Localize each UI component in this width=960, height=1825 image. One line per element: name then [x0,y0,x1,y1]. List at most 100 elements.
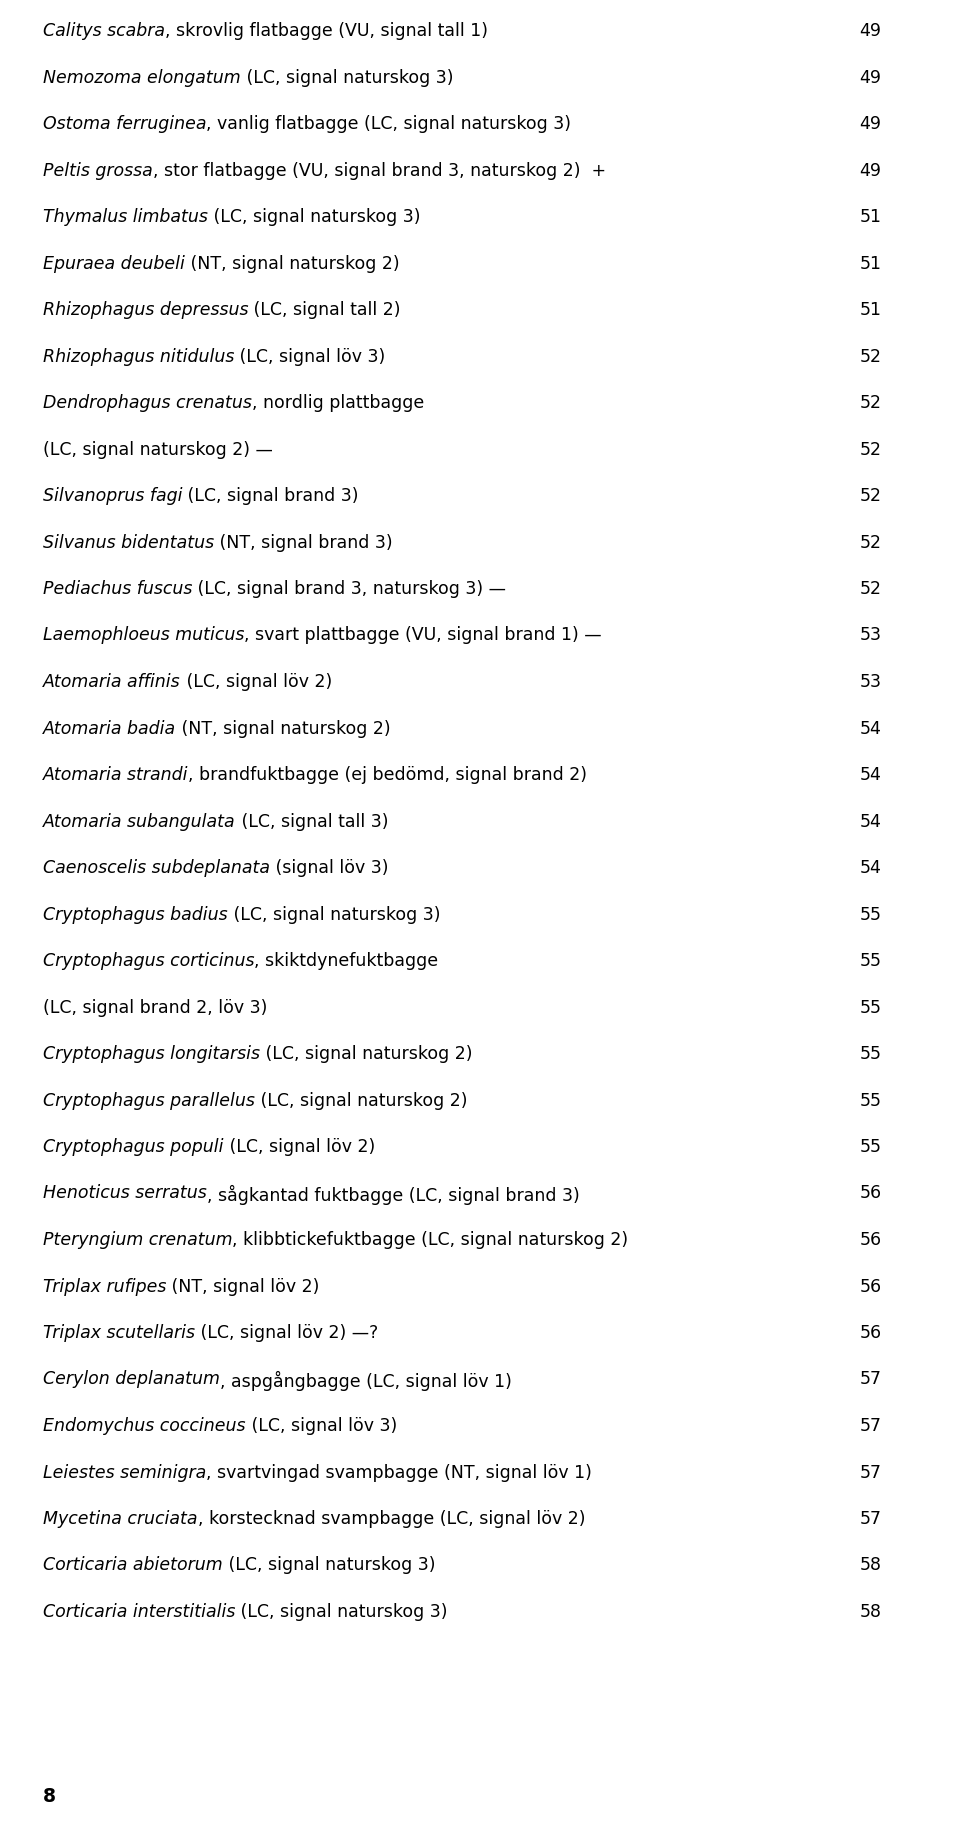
Text: , svart plattbagge (VU, signal brand 1) —: , svart plattbagge (VU, signal brand 1) … [245,626,602,644]
Text: (LC, signal brand 3): (LC, signal brand 3) [182,487,359,506]
Text: , brandfuktbagge (ej bedömd, signal brand 2): , brandfuktbagge (ej bedömd, signal bran… [188,766,588,785]
Text: Cryptophagus populi: Cryptophagus populi [43,1139,224,1155]
Text: Atomaria badia: Atomaria badia [43,719,176,737]
Text: Henoticus serratus: Henoticus serratus [43,1184,206,1203]
Text: 56: 56 [859,1278,881,1296]
Text: Silvanus bidentatus: Silvanus bidentatus [43,533,214,551]
Text: Ostoma ferruginea: Ostoma ferruginea [43,115,206,133]
Text: (LC, signal naturskog 3): (LC, signal naturskog 3) [223,1557,435,1575]
Text: (NT, signal naturskog 2): (NT, signal naturskog 2) [185,254,399,272]
Text: 55: 55 [859,1046,881,1062]
Text: Caenoscelis subdeplanata: Caenoscelis subdeplanata [43,860,270,878]
Text: , klibbtickefuktbagge (LC, signal naturskog 2): , klibbtickefuktbagge (LC, signal naturs… [232,1232,629,1248]
Text: Thymalus limbatus: Thymalus limbatus [43,208,208,226]
Text: 56: 56 [859,1232,881,1248]
Text: 57: 57 [859,1416,881,1434]
Text: 49: 49 [859,161,881,179]
Text: Atomaria affinis: Atomaria affinis [43,673,180,692]
Text: Rhizophagus nitidulus: Rhizophagus nitidulus [43,347,234,365]
Text: , skiktdynefuktbagge: , skiktdynefuktbagge [254,953,439,971]
Text: , svartvingad svampbagge (NT, signal löv 1): , svartvingad svampbagge (NT, signal löv… [206,1464,592,1482]
Text: 57: 57 [859,1509,881,1528]
Text: Leiestes seminigra: Leiestes seminigra [43,1464,206,1482]
Text: 8: 8 [43,1787,56,1807]
Text: , korstecknad svampbagge (LC, signal löv 2): , korstecknad svampbagge (LC, signal löv… [198,1509,585,1528]
Text: (LC, signal löv 2): (LC, signal löv 2) [224,1139,374,1155]
Text: 52: 52 [859,440,881,458]
Text: 55: 55 [859,1091,881,1110]
Text: Peltis grossa: Peltis grossa [43,161,153,179]
Text: 49: 49 [859,115,881,133]
Text: Epuraea deubeli: Epuraea deubeli [43,254,185,272]
Text: (LC, signal löv 3): (LC, signal löv 3) [234,347,386,365]
Text: 58: 58 [859,1557,881,1575]
Text: (LC, signal tall 3): (LC, signal tall 3) [235,812,388,830]
Text: (LC, signal brand 3, naturskog 3) —: (LC, signal brand 3, naturskog 3) — [192,580,506,599]
Text: Cerylon deplanatum: Cerylon deplanatum [43,1371,220,1389]
Text: Triplax scutellaris: Triplax scutellaris [43,1323,195,1341]
Text: , aspgångbagge (LC, signal löv 1): , aspgångbagge (LC, signal löv 1) [220,1371,512,1391]
Text: , nordlig plattbagge: , nordlig plattbagge [252,394,424,412]
Text: Mycetina cruciata: Mycetina cruciata [43,1509,198,1528]
Text: 55: 55 [859,953,881,971]
Text: (LC, signal naturskog 3): (LC, signal naturskog 3) [235,1602,448,1621]
Text: Corticaria interstitialis: Corticaria interstitialis [43,1602,235,1621]
Text: 56: 56 [859,1323,881,1341]
Text: (signal löv 3): (signal löv 3) [270,860,389,878]
Text: (LC, signal löv 2): (LC, signal löv 2) [180,673,332,692]
Text: Laemophloeus muticus: Laemophloeus muticus [43,626,245,644]
Text: Cryptophagus corticinus: Cryptophagus corticinus [43,953,254,971]
Text: (LC, signal naturskog 2) —: (LC, signal naturskog 2) — [43,440,273,458]
Text: Endomychus coccineus: Endomychus coccineus [43,1416,246,1434]
Text: Atomaria strandi: Atomaria strandi [43,766,188,785]
Text: 51: 51 [859,254,881,272]
Text: (LC, signal naturskog 3): (LC, signal naturskog 3) [208,208,420,226]
Text: Pediachus fuscus: Pediachus fuscus [43,580,192,599]
Text: 49: 49 [859,69,881,86]
Text: 58: 58 [859,1602,881,1621]
Text: , vanlig flatbagge (LC, signal naturskog 3): , vanlig flatbagge (LC, signal naturskog… [206,115,571,133]
Text: 57: 57 [859,1371,881,1389]
Text: , sågkantad fuktbagge (LC, signal brand 3): , sågkantad fuktbagge (LC, signal brand … [206,1184,580,1204]
Text: (LC, signal naturskog 2): (LC, signal naturskog 2) [260,1046,472,1062]
Text: (NT, signal naturskog 2): (NT, signal naturskog 2) [176,719,391,737]
Text: (LC, signal naturskog 3): (LC, signal naturskog 3) [241,69,453,86]
Text: 54: 54 [859,719,881,737]
Text: 52: 52 [859,580,881,599]
Text: (LC, signal löv 2) —?: (LC, signal löv 2) —? [195,1323,378,1341]
Text: 57: 57 [859,1464,881,1482]
Text: Silvanoprus fagi: Silvanoprus fagi [43,487,182,506]
Text: 56: 56 [859,1184,881,1203]
Text: Calitys scabra: Calitys scabra [43,22,165,40]
Text: 49: 49 [859,22,881,40]
Text: Cryptophagus badius: Cryptophagus badius [43,905,228,923]
Text: Rhizophagus depressus: Rhizophagus depressus [43,301,249,319]
Text: 52: 52 [859,347,881,365]
Text: , stor flatbagge (VU, signal brand 3, naturskog 2)  +: , stor flatbagge (VU, signal brand 3, na… [153,161,606,179]
Text: (NT, signal löv 2): (NT, signal löv 2) [166,1278,320,1296]
Text: Corticaria abietorum: Corticaria abietorum [43,1557,223,1575]
Text: (LC, signal tall 2): (LC, signal tall 2) [249,301,401,319]
Text: (LC, signal naturskog 2): (LC, signal naturskog 2) [254,1091,468,1110]
Text: 55: 55 [859,905,881,923]
Text: Nemozoma elongatum: Nemozoma elongatum [43,69,241,86]
Text: 55: 55 [859,998,881,1017]
Text: Pteryngium crenatum: Pteryngium crenatum [43,1232,232,1248]
Text: (LC, signal löv 3): (LC, signal löv 3) [246,1416,396,1434]
Text: 54: 54 [859,860,881,878]
Text: 54: 54 [859,812,881,830]
Text: Cryptophagus longitarsis: Cryptophagus longitarsis [43,1046,260,1062]
Text: (LC, signal naturskog 3): (LC, signal naturskog 3) [228,905,440,923]
Text: Dendrophagus crenatus: Dendrophagus crenatus [43,394,252,412]
Text: 52: 52 [859,394,881,412]
Text: (LC, signal brand 2, löv 3): (LC, signal brand 2, löv 3) [43,998,268,1017]
Text: 54: 54 [859,766,881,785]
Text: , skrovlig flatbagge (VU, signal tall 1): , skrovlig flatbagge (VU, signal tall 1) [165,22,488,40]
Text: 51: 51 [859,301,881,319]
Text: Triplax rufipes: Triplax rufipes [43,1278,166,1296]
Text: 55: 55 [859,1139,881,1155]
Text: Cryptophagus parallelus: Cryptophagus parallelus [43,1091,254,1110]
Text: 51: 51 [859,208,881,226]
Text: 52: 52 [859,487,881,506]
Text: 52: 52 [859,533,881,551]
